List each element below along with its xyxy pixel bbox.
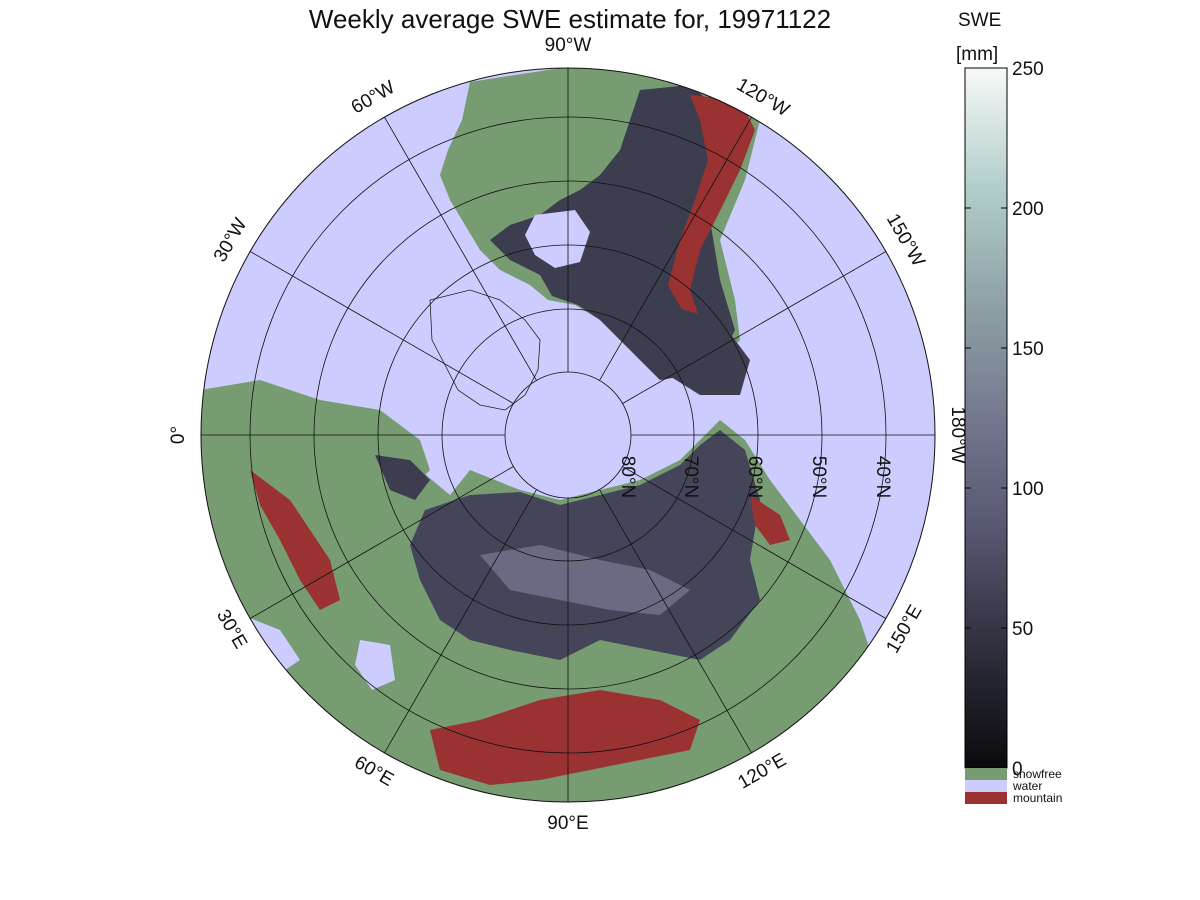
colorbar-tick-label: 0 xyxy=(1012,759,1023,780)
meridian-line xyxy=(384,489,537,754)
latitude-label: 70°N xyxy=(680,456,701,498)
asia-mountains xyxy=(430,690,700,785)
north-america-snow xyxy=(490,85,735,380)
meridian-line xyxy=(599,489,752,754)
meridian-line xyxy=(622,466,887,619)
colorbar-gradient xyxy=(964,67,1008,769)
longitude-label: 90°E xyxy=(547,813,588,834)
meridian-line xyxy=(249,251,514,404)
colorbar-tick-label: 50 xyxy=(1012,619,1033,640)
latitude-label: 60°N xyxy=(744,456,765,498)
category-swatch-mountain xyxy=(965,792,1007,804)
meridian-line xyxy=(384,116,537,381)
colorbar-tick-label: 150 xyxy=(1012,339,1044,360)
colorbar-tick-label: 250 xyxy=(1012,59,1044,80)
colorbar-label-line2: [mm] xyxy=(956,44,998,65)
greenland-ice xyxy=(429,289,541,411)
meridian-line xyxy=(622,251,887,404)
latitude-label: 40°N xyxy=(872,456,893,498)
longitude-label: 60°W xyxy=(348,77,399,119)
category-label-water: water xyxy=(1012,779,1042,793)
graticule xyxy=(200,67,936,803)
rocky-mountains xyxy=(668,95,755,345)
colorbar-ticks: 0 50 100 150 200 250 xyxy=(965,59,1044,780)
meridian-line xyxy=(599,116,752,381)
kamchatka-mountains xyxy=(750,495,790,545)
category-swatch-water xyxy=(965,780,1007,792)
longitude-label: 180°W xyxy=(947,406,968,463)
scandinavia-snow xyxy=(375,455,430,500)
map-title: Weekly average SWE estimate for, 1997112… xyxy=(308,4,832,34)
ural-scandinavia-mountains xyxy=(250,470,340,610)
latitude-label: 80°N xyxy=(617,456,638,498)
map-boundary xyxy=(200,67,936,803)
colorbar-label-line1: SWE xyxy=(958,10,1001,31)
longitude-label: 30°W xyxy=(210,215,252,266)
longitude-label: 30°E xyxy=(212,606,251,652)
category-swatch-snowfree xyxy=(965,768,1007,780)
caspian-sea xyxy=(355,640,395,690)
colorbar-tick-label: 100 xyxy=(1012,479,1044,500)
category-label-mountain: mountain xyxy=(1013,791,1062,805)
latitude-labels: 80°N 70°N 60°N 50°N 40°N xyxy=(617,456,893,498)
polar-map xyxy=(201,68,935,802)
meridian-line xyxy=(249,466,514,619)
longitude-label: 90°W xyxy=(545,35,592,56)
longitude-label: 60°E xyxy=(351,752,397,791)
hudson-bay xyxy=(525,210,590,268)
siberia-deep-snow xyxy=(480,545,690,615)
colorbar-tick-label: 200 xyxy=(1012,199,1044,220)
longitude-label: 0° xyxy=(168,426,189,444)
latitude-label: 50°N xyxy=(808,456,829,498)
colorbar: SWE [mm] 0 50 100 150 200 250 snowfreewatermo… xyxy=(956,10,1062,805)
category-label-snowfree: snowfree xyxy=(1013,767,1062,781)
